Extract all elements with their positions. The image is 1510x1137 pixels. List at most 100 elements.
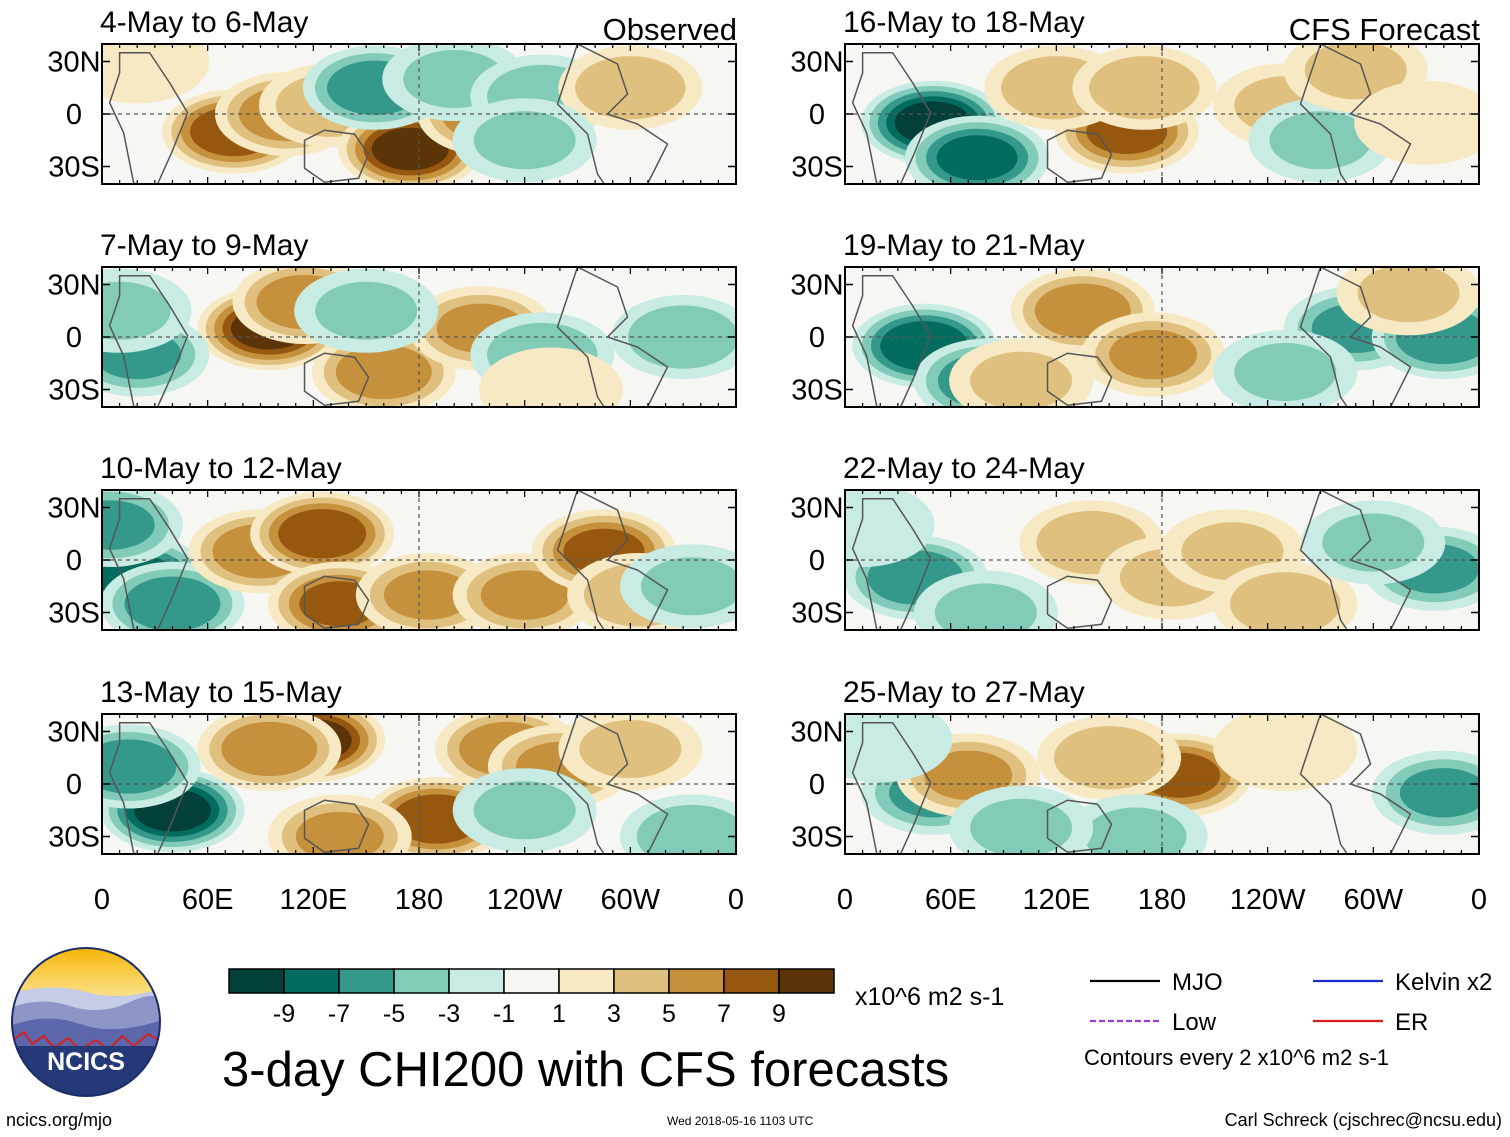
colorbar-swatch bbox=[668, 968, 725, 994]
colorbar-tick-label: 1 bbox=[552, 1000, 566, 1028]
map-panel: 30N 0 30S 22-May to 24-May bbox=[790, 452, 1480, 631]
legend-label: Low bbox=[1172, 1009, 1217, 1036]
y-tick-label: 0 bbox=[66, 322, 82, 354]
australia-coastline bbox=[1046, 575, 1113, 630]
x-tick-label: 180 bbox=[1138, 884, 1186, 916]
divergence-anomaly-blob bbox=[1234, 343, 1337, 401]
africa-coastline bbox=[108, 498, 189, 630]
y-tick-label: 30N bbox=[790, 270, 843, 302]
americas-coastline bbox=[1299, 714, 1412, 854]
x-tick-label: 60E bbox=[925, 884, 977, 916]
y-tick-label: 30S bbox=[48, 152, 100, 184]
y-tick-label: 0 bbox=[809, 769, 825, 801]
convergence-anomaly-blob bbox=[1089, 56, 1200, 120]
convergence-anomaly-blob bbox=[371, 127, 449, 171]
map-panel: 30N 0 30S 13-May to 15-May bbox=[47, 676, 737, 855]
legend-label: ER bbox=[1395, 1009, 1428, 1036]
y-tick-label: 0 bbox=[809, 322, 825, 354]
convergence-anomaly-blob bbox=[278, 509, 367, 559]
legend-label: MJO bbox=[1172, 969, 1223, 996]
divergence-anomaly-blob bbox=[1322, 513, 1425, 572]
y-tick-label: 0 bbox=[66, 769, 82, 801]
panel-period-title: 4-May to 6-May bbox=[100, 6, 308, 39]
colorbar-tick-label: -9 bbox=[273, 1000, 295, 1028]
contour-note: Contours every 2 x10^6 m2 s-1 bbox=[1084, 1045, 1390, 1070]
y-tick-label: 0 bbox=[809, 99, 825, 131]
legend-label: Kelvin x2 bbox=[1395, 969, 1492, 996]
footer-url[interactable]: ncics.org/mjo bbox=[6, 1110, 113, 1130]
colorbar-units: x10^6 m2 s-1 bbox=[855, 983, 1005, 1011]
australia-coastline bbox=[1046, 129, 1113, 184]
americas-coastline bbox=[556, 44, 669, 184]
convergence-anomaly-blob bbox=[1053, 726, 1165, 790]
australia-coastline bbox=[303, 129, 370, 184]
logo-text: NCICS bbox=[47, 1048, 125, 1076]
forecast-label: CFS Forecast bbox=[1289, 12, 1481, 47]
x-tick-label: 180 bbox=[395, 884, 443, 916]
divergence-anomaly-blob bbox=[636, 804, 736, 854]
americas-coastline bbox=[1299, 267, 1412, 407]
convergence-anomaly-blob bbox=[1109, 329, 1198, 380]
divergence-anomaly-blob bbox=[102, 500, 155, 550]
y-tick-label: 30S bbox=[791, 152, 843, 184]
x-tick-label: 60W bbox=[601, 884, 661, 916]
divergence-anomaly-blob bbox=[473, 781, 576, 840]
divergence-anomaly-blob bbox=[970, 798, 1073, 854]
convergence-anomaly-blob bbox=[383, 570, 472, 620]
convergence-anomaly-blob bbox=[221, 721, 318, 777]
divergence-anomaly-blob bbox=[1269, 111, 1372, 170]
x-tick-label: 60E bbox=[182, 884, 234, 916]
convergence-anomaly-blob bbox=[579, 720, 682, 778]
y-tick-label: 30N bbox=[790, 717, 843, 749]
y-tick-label: 30S bbox=[48, 375, 100, 407]
divergence-anomaly-blob bbox=[934, 583, 1037, 630]
ncics-logo: NCICS bbox=[10, 946, 162, 1098]
convergence-anomaly-blob bbox=[1354, 80, 1479, 165]
panel-period-title: 19-May to 21-May bbox=[843, 229, 1085, 262]
panel-period-title: 7-May to 9-May bbox=[100, 229, 308, 262]
convergence-anomaly-blob bbox=[335, 344, 432, 400]
convergence-anomaly-blob bbox=[479, 347, 624, 407]
y-tick-label: 30N bbox=[47, 493, 100, 525]
x-tick-label: 0 bbox=[728, 884, 744, 916]
panel-period-title: 22-May to 24-May bbox=[843, 452, 1085, 485]
americas-coastline bbox=[1299, 44, 1412, 184]
convergence-anomaly-blob bbox=[1357, 267, 1460, 323]
x-axis-layer: 0 60E 120E 180 120W 60W 0 0 60E 120E 180 120W 60W 0 bbox=[94, 884, 1487, 916]
colorbar-swatch bbox=[778, 968, 835, 994]
panel-period-title: 16-May to 18-May bbox=[843, 6, 1085, 39]
y-tick-label: 30S bbox=[48, 822, 100, 854]
page-title: 3-day CHI200 with CFS forecasts bbox=[222, 1043, 950, 1097]
americas-coastline bbox=[1299, 490, 1412, 630]
australia-coastline bbox=[303, 575, 370, 630]
africa-coastline bbox=[851, 722, 932, 854]
australia-coastline bbox=[303, 799, 370, 854]
divergence-anomaly-blob bbox=[845, 490, 935, 567]
divergence-anomaly-blob bbox=[1084, 807, 1187, 854]
panel-period-title: 25-May to 27-May bbox=[843, 676, 1085, 709]
convergence-anomaly-blob bbox=[1213, 714, 1358, 791]
colorbar-swatch bbox=[448, 968, 505, 994]
colorbar-tick-label: -7 bbox=[328, 1000, 350, 1028]
colorbar-swatch bbox=[558, 968, 615, 994]
map-panel: 30N 0 30S 16-May to 18-May CFS Forecast bbox=[790, 6, 1481, 185]
convergence-anomaly-blob bbox=[102, 44, 210, 104]
map-panel: 30N 0 30S 4-May to 6-May Observed bbox=[47, 6, 737, 185]
colorbar-tick-label: -5 bbox=[383, 1000, 405, 1028]
x-tick-label: 120E bbox=[279, 884, 347, 916]
convergence-anomaly-blob bbox=[575, 56, 686, 120]
divergence-anomaly-blob bbox=[124, 576, 221, 630]
colorbar-swatch bbox=[503, 968, 560, 994]
divergence-anomaly-blob bbox=[936, 135, 1018, 181]
divergence-anomaly-blob bbox=[315, 281, 418, 340]
x-tick-label: 0 bbox=[94, 884, 110, 916]
divergence-anomaly-blob bbox=[640, 557, 736, 616]
y-tick-label: 0 bbox=[809, 545, 825, 577]
x-tick-label: 0 bbox=[1471, 884, 1487, 916]
panel-period-title: 10-May to 12-May bbox=[100, 452, 342, 485]
colorbar-tick-label: 3 bbox=[607, 1000, 621, 1028]
map-panel: 30N 0 30S 25-May to 27-May bbox=[790, 676, 1480, 855]
map-panel: 30N 0 30S 19-May to 21-May bbox=[790, 229, 1480, 408]
africa-coastline bbox=[851, 498, 932, 630]
